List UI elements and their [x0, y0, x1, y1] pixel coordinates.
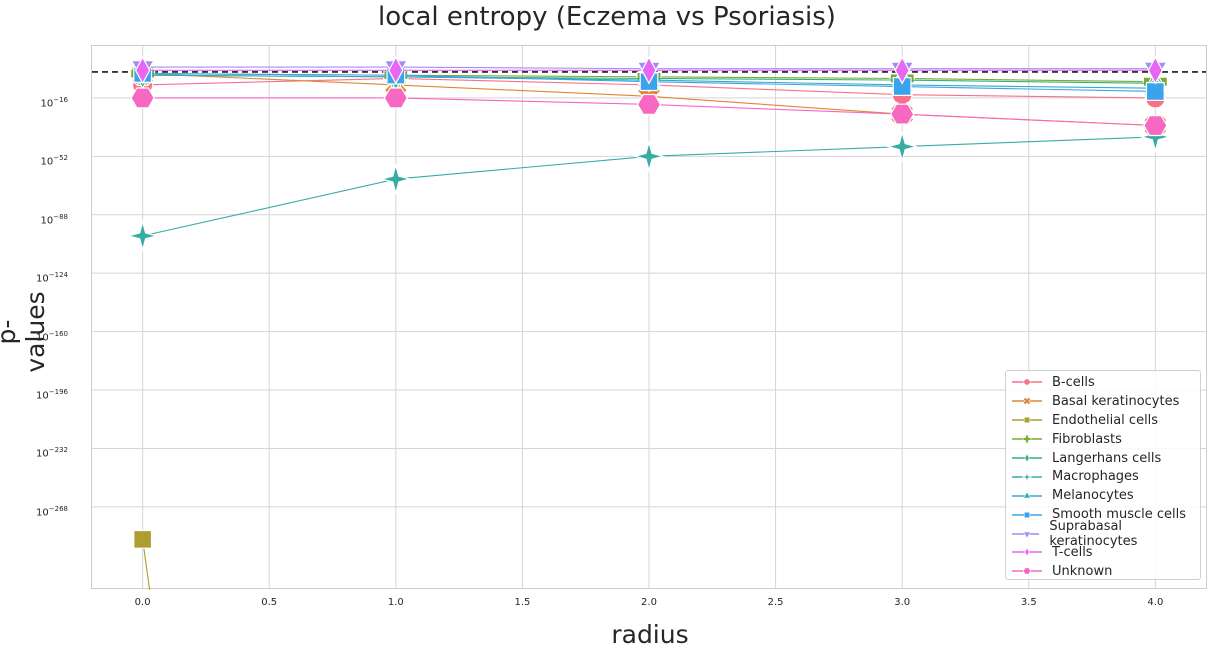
legend-item: Unknown: [1006, 562, 1200, 581]
legend-swatch: [1012, 511, 1042, 518]
chart-title: local entropy (Eczema vs Psoriasis): [378, 2, 836, 32]
y-tick-label: 10−196: [36, 388, 68, 402]
x-tick-label: 0.5: [261, 597, 278, 608]
y-tick-label: 10−16: [40, 95, 68, 110]
plot-frame: [91, 45, 1207, 589]
legend-item: Basal keratinocytes: [1006, 392, 1200, 411]
data-point: [641, 56, 657, 85]
legend-swatch: [1012, 531, 1040, 539]
x-tick-label: 0.0: [134, 597, 151, 608]
legend-label: Macrophages: [1052, 469, 1139, 485]
legend-label: Suprabasal keratinocytes: [1049, 518, 1138, 549]
legend-label: Basal keratinocytes: [1052, 393, 1180, 409]
data-point: [885, 130, 919, 163]
series-macrophages: [126, 120, 1172, 253]
legend-label: B-cells: [1052, 374, 1095, 390]
legend-item: Fibroblasts: [1006, 430, 1200, 449]
legend-swatch: [1012, 567, 1042, 575]
x-tick-label: 3.0: [894, 597, 911, 608]
x-tick-label: 1.5: [514, 597, 531, 608]
legend-label: Langerhans cells: [1052, 450, 1162, 466]
y-tick-label: 10−124: [36, 271, 68, 285]
legend-item: B-cells: [1006, 373, 1200, 392]
legend-swatch: [1012, 378, 1042, 386]
legend-label: Endothelial cells: [1052, 412, 1159, 428]
y-tick-label: 10−232: [36, 446, 68, 460]
legend-swatch: [1012, 490, 1042, 499]
series-layer: [126, 56, 1172, 591]
y-tick-label: 10−160: [36, 329, 68, 343]
x-tick-label: 2.5: [767, 597, 784, 608]
y-tick-label: 10−268: [36, 504, 68, 519]
y-tick-label: 10−52: [40, 154, 68, 168]
data-point: [890, 103, 915, 125]
legend: B-cells Basal keratinocytes Endothelial ce…: [1005, 370, 1201, 580]
x-axis-label: radius: [611, 620, 689, 649]
legend-item: Melanocytes: [1006, 486, 1200, 505]
data-point: [1143, 115, 1168, 137]
legend-label: Melanocytes: [1052, 488, 1134, 504]
data-point: [379, 162, 413, 196]
data-point: [636, 93, 662, 115]
x-tick-label: 4.0: [1147, 597, 1164, 608]
legend-swatch: [1012, 471, 1042, 483]
series-t-cells: [134, 56, 1164, 85]
legend-item: Endothelial cells: [1006, 411, 1200, 430]
y-axis-label: p-values: [0, 291, 50, 373]
x-tick-label: 3.5: [1020, 597, 1037, 608]
legend-label: Smooth muscle cells: [1052, 507, 1186, 523]
legend-label: Fibroblasts: [1052, 431, 1122, 447]
legend-swatch: [1012, 434, 1042, 444]
y-tick-label: 10−88: [40, 212, 68, 227]
legend-item: Suprabasal keratinocytes: [1006, 519, 1200, 549]
legend-swatch: [1012, 453, 1042, 463]
data-point: [126, 219, 159, 253]
legend-label: T-cells: [1052, 544, 1093, 560]
x-tick-label: 2.0: [641, 597, 657, 608]
legend-item: Smooth muscle cells: [1006, 505, 1200, 524]
legend-swatch: [1012, 397, 1042, 406]
data-point: [1147, 56, 1164, 85]
data-point: [894, 56, 910, 85]
series-unknown: [130, 87, 1168, 137]
data-point: [130, 87, 155, 109]
legend-swatch: [1012, 547, 1042, 558]
legend-item: T-cells: [1006, 543, 1200, 562]
legend-swatch: [1012, 417, 1042, 424]
legend-label: Unknown: [1052, 563, 1113, 579]
data-point: [383, 87, 408, 109]
legend-item: Langerhans cells: [1006, 449, 1200, 468]
data-point: [388, 56, 404, 85]
legend-item: Macrophages: [1006, 467, 1200, 486]
x-tick-label: 1.0: [387, 597, 404, 608]
series-endothelial-cells: [133, 529, 153, 591]
data-point: [134, 56, 151, 85]
data-point: [133, 529, 153, 549]
data-point: [632, 140, 666, 173]
data-point: [892, 77, 912, 96]
data-point: [1145, 82, 1165, 101]
